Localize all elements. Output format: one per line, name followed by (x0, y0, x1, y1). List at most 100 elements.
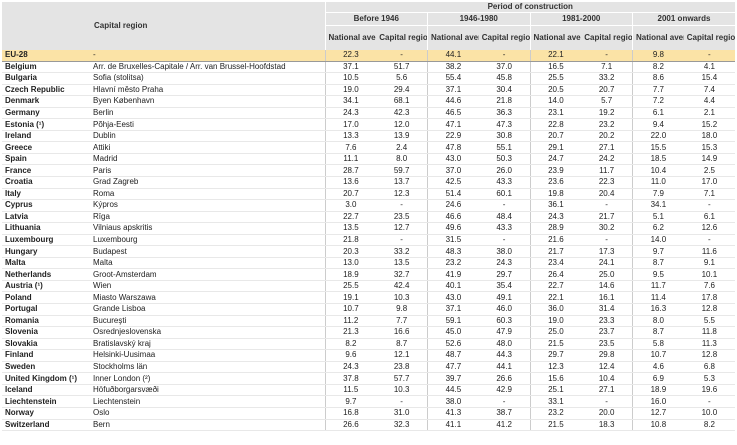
value: 7.1 (683, 188, 735, 201)
table-row: Bulgaria Sofia (stolitsa) 10.5 5.6 55.4 45.8 2… (2, 72, 735, 85)
value: 48.7 (426, 349, 479, 362)
value: 11.1 (324, 153, 377, 166)
value: 47.3 (478, 118, 530, 131)
value: 8.6 (631, 72, 684, 85)
value: 33.2 (376, 245, 428, 258)
value: 5.6 (376, 72, 428, 85)
table-row: Sweden Stockholms län 24.3 23.8 47.7 44.1 12.3… (2, 361, 735, 374)
value: 9.1 (683, 257, 735, 270)
value: 22.7 (324, 211, 377, 224)
value: 33.2 (581, 72, 633, 85)
value: - (581, 234, 633, 247)
value: 11.6 (683, 245, 735, 258)
value: 22.8 (529, 118, 582, 131)
value: 11.3 (683, 338, 735, 351)
country: Latvia (2, 211, 90, 224)
country: Poland (2, 291, 90, 305)
value: 22.1 (529, 50, 582, 62)
region: Stockholms län (90, 361, 325, 374)
value: 32.7 (376, 268, 428, 281)
value: 40.1 (426, 280, 479, 293)
table-row: Czech Republic Hlavní město Praha 19.0 29.4… (2, 84, 735, 97)
value: 52.6 (426, 338, 479, 351)
value: 41.2 (478, 419, 530, 432)
table-row: Iceland Höfuðborgarsvæði 11.5 10.3 44.5 42.9 2… (2, 383, 735, 397)
value: 14.6 (581, 280, 633, 293)
value: 68.1 (376, 95, 428, 108)
value: 12.7 (376, 222, 428, 235)
value: 10.1 (683, 268, 735, 281)
column-header: Capital region (683, 25, 735, 50)
value: 12.3 (529, 361, 582, 374)
value: 43.0 (426, 291, 479, 305)
value: 10.7 (631, 349, 684, 362)
country: Netherlands (2, 268, 90, 281)
country: Ireland (2, 130, 90, 143)
value: 25.5 (529, 72, 582, 85)
country: Liechtenstein (2, 395, 90, 408)
value: 37.8 (324, 372, 377, 385)
region: Groot-Amsterdam (90, 268, 325, 281)
value: 36.1 (529, 199, 582, 212)
value: 38.0 (426, 395, 479, 408)
country: Czech Republic (2, 84, 90, 97)
value: 46.0 (478, 303, 530, 316)
value: 10.4 (631, 164, 684, 177)
value: 21.3 (324, 326, 377, 339)
value: 2.1 (683, 107, 735, 120)
value: 13.5 (324, 222, 377, 235)
value: 12.8 (683, 349, 735, 362)
value: 17.0 (683, 176, 735, 189)
region: Rīga (90, 211, 325, 224)
table-row: Norway Oslo 16.8 31.0 41.3 38.7 23.2 20.0 12.7 10… (2, 407, 735, 420)
value: 7.7 (631, 84, 684, 97)
value: 17.0 (324, 118, 377, 131)
region: Byen København (90, 95, 325, 108)
value: 21.5 (529, 338, 582, 351)
value: 20.0 (581, 407, 633, 420)
value: 23.9 (529, 164, 582, 177)
country: Malta (2, 257, 90, 270)
region: Wien (90, 280, 325, 293)
value: 47.1 (426, 118, 479, 131)
value: - (376, 199, 428, 212)
value: 21.7 (529, 245, 582, 258)
table-row: Latvia Rīga 22.7 23.5 46.6 48.4 24.3 21.7 5.1 6.1 (2, 211, 735, 224)
value: 25.1 (529, 383, 582, 397)
value: 22.3 (324, 50, 377, 62)
value: 31.4 (581, 303, 633, 316)
region: Dublin (90, 130, 325, 143)
value: 14.9 (683, 153, 735, 166)
value: 29.7 (529, 349, 582, 362)
value: 5.7 (581, 95, 633, 108)
header-cell: Capital region (90, 2, 325, 50)
region: Roma (90, 188, 325, 201)
country: Cyprus (2, 199, 90, 212)
period-name: Before 1946 (324, 12, 428, 26)
value: 16.1 (581, 291, 633, 305)
value: 45.0 (426, 326, 479, 339)
country: Germany (2, 107, 90, 120)
value: 47.7 (426, 361, 479, 374)
country: United Kingdom (¹) (2, 372, 90, 385)
value: 43.3 (478, 222, 530, 235)
country: Romania (2, 315, 90, 328)
value: - (376, 50, 428, 62)
value: 11.4 (631, 291, 684, 305)
region: Bucureşti (90, 315, 325, 328)
value: 24.3 (529, 211, 582, 224)
table-row: Slovakia Bratislavský kraj 8.2 8.7 52.6 48.0 2… (2, 338, 735, 351)
value: 25.0 (581, 268, 633, 281)
value: 22.1 (529, 291, 582, 305)
value: 16.6 (376, 326, 428, 339)
table-row: Portugal Grande Lisboa 10.7 9.8 37.1 46.0 36.0… (2, 303, 735, 316)
value: 4.4 (683, 95, 735, 108)
value: 11.7 (581, 164, 633, 177)
region: Arr. de Bruxelles-Capitale / Arr. van Br… (90, 61, 325, 74)
value: 18.9 (631, 383, 684, 397)
value: 24.7 (529, 153, 582, 166)
header-row: Capital region Period of construction (2, 2, 735, 50)
table-row: Austria (¹) Wien 25.5 42.4 40.1 35.4 22.7 14.6 1… (2, 280, 735, 293)
value: - (376, 234, 428, 247)
value: 24.2 (581, 153, 633, 166)
